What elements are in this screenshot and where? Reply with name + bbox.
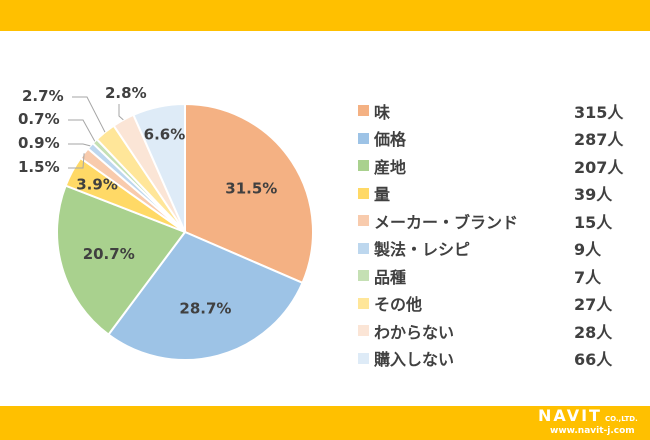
logo-top-row: NAVIT CO.,LTD. [538, 407, 638, 425]
legend-label: メーカー・ブランド [374, 212, 519, 232]
legend-item: 製法・レシピ 9人 [358, 235, 634, 263]
logo-brand: NAVIT [538, 406, 602, 425]
data-label: 20.7% [83, 245, 135, 263]
legend-value: 15人 [574, 212, 613, 232]
data-label: 3.9% [76, 176, 118, 194]
leader-line [68, 153, 85, 169]
data-label: 28.7% [179, 300, 231, 318]
legend-value: 7人 [574, 267, 602, 287]
top-banner [0, 0, 650, 31]
legend-swatch [358, 297, 369, 309]
legend-label: わからない [374, 322, 455, 342]
data-label: 2.8% [105, 84, 147, 102]
legend-item: 味 315人 [358, 97, 634, 125]
legend-item: その他 27人 [358, 290, 634, 318]
legend-item: 品種 7人 [358, 262, 634, 290]
leader-line [118, 104, 124, 121]
legend-value: 207人 [574, 157, 624, 177]
legend-label: 製法・レシピ [374, 240, 471, 260]
legend-value: 28人 [574, 322, 613, 342]
legend-value: 9人 [574, 240, 602, 260]
legend-label: 品種 [374, 267, 407, 287]
legend-item: 価格 287人 [358, 125, 634, 153]
legend-swatch [358, 187, 369, 199]
navit-logo: NAVIT CO.,LTD. www.navit-j.com [538, 407, 638, 437]
data-label: 6.6% [144, 125, 186, 143]
legend-item: 産地 207人 [358, 152, 634, 180]
leader-line [68, 143, 91, 147]
leader-line [68, 119, 96, 142]
leader-line [72, 96, 106, 133]
legend-item: 量 39人 [358, 180, 634, 208]
legend-swatch [358, 160, 369, 172]
legend-swatch [358, 352, 369, 364]
legend-label: 味 [374, 102, 391, 122]
logo-suffix: CO.,LTD. [604, 415, 638, 423]
pie-slice [56, 184, 187, 337]
legend-swatch [358, 132, 369, 144]
legend-value: 39人 [574, 185, 613, 205]
bottom-banner [0, 406, 650, 440]
pie-slice [132, 102, 186, 233]
data-label: 0.9% [18, 134, 60, 152]
data-label: 31.5% [225, 179, 277, 197]
legend-label: 産地 [374, 157, 407, 177]
legend-swatch [358, 242, 369, 254]
legend-item: 購入しない 66人 [358, 345, 634, 373]
legend-value: 315人 [574, 102, 624, 122]
legend-item: メーカー・ブランド 15人 [358, 207, 634, 235]
data-label: 0.7% [18, 110, 60, 128]
legend-label: 量 [374, 185, 391, 205]
legend-swatch [358, 215, 369, 227]
data-label: 1.5% [18, 158, 60, 176]
legend-swatch [358, 325, 369, 337]
legend-label: 購入しない [374, 350, 455, 370]
legend-label: その他 [374, 295, 423, 315]
legend-value: 287人 [574, 130, 624, 150]
logo-url: www.navit-j.com [550, 426, 635, 436]
pie-slice [107, 230, 304, 361]
legend-value: 66人 [574, 350, 613, 370]
legend-swatch [358, 270, 369, 282]
legend-item: わからない 28人 [358, 317, 634, 345]
legend-label: 価格 [374, 130, 407, 150]
legend-swatch [358, 105, 369, 117]
data-label: 2.7% [22, 87, 64, 105]
legend-value: 27人 [574, 295, 613, 315]
pie-slice [184, 102, 314, 285]
legend: 味 315人価格 287人産地 207人量 39人メーカー・ブランド 15人製法・レシピ 9… [358, 97, 634, 372]
